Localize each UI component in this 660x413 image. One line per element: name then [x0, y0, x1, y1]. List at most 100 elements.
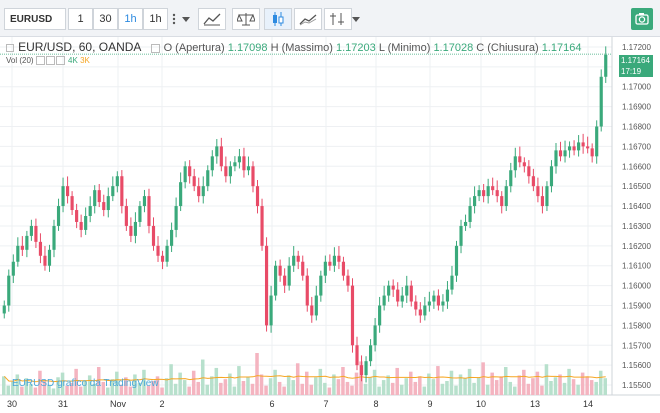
- y-tick-label: 1.16900: [622, 103, 651, 112]
- volume-bar: [485, 384, 490, 395]
- symbol-search-input[interactable]: EURUSD: [4, 8, 66, 30]
- volume-bar: [38, 370, 42, 395]
- volume-bar: [350, 385, 354, 395]
- candle-body: [450, 275, 454, 290]
- candle-body: [301, 261, 305, 276]
- settings-square-icon[interactable]: [150, 43, 160, 53]
- y-tick-label: 1.16300: [622, 222, 651, 231]
- y-tick-label: 1.17000: [622, 83, 651, 92]
- candle-body: [310, 305, 314, 316]
- volume-bar: [567, 368, 571, 395]
- volume-bar: [409, 371, 413, 395]
- volume-bar: [458, 374, 463, 395]
- candle-body: [473, 196, 477, 207]
- interval-1h-button[interactable]: 1h: [118, 8, 143, 30]
- candle-body: [414, 301, 418, 310]
- candle-body: [269, 295, 273, 326]
- candle-body: [509, 170, 513, 187]
- caret-down-icon[interactable]: [350, 8, 362, 30]
- volume-bar: [200, 359, 205, 395]
- volume-label: Vol (20): [6, 56, 34, 65]
- volume-bar: [467, 368, 472, 395]
- interval-30-button[interactable]: 30: [93, 8, 118, 30]
- candle-body: [595, 126, 599, 157]
- candle-body: [391, 285, 395, 290]
- volume-bar: [540, 385, 544, 395]
- y-tick-label: 1.16500: [622, 182, 651, 191]
- candle-body: [25, 235, 29, 250]
- volume-bar: [589, 380, 594, 395]
- volume-bar: [6, 385, 11, 395]
- caret-down-icon[interactable]: [180, 8, 192, 30]
- volume-bar: [418, 376, 422, 395]
- camera-icon[interactable]: [631, 8, 653, 30]
- y-tick-label: 1.15800: [622, 321, 651, 330]
- volume-bar: [314, 377, 318, 395]
- y-tick-label: 1.15700: [622, 341, 651, 350]
- candle-body: [20, 245, 24, 250]
- price-chart[interactable]: 1.172001.171001.170001.169001.168001.167…: [0, 37, 660, 413]
- candle-body: [373, 325, 377, 346]
- candle-body: [454, 245, 459, 276]
- volume-bar: [327, 387, 332, 395]
- volume-bar: [78, 386, 83, 395]
- legend-open-label: O (Apertura): [163, 42, 225, 54]
- volume-bar: [151, 381, 155, 395]
- candle-body: [283, 275, 287, 286]
- close-toggle-icon[interactable]: [55, 56, 65, 66]
- candle-body: [210, 156, 214, 171]
- candle-body: [133, 221, 137, 236]
- candlestick-icon[interactable]: [264, 8, 292, 30]
- volume-bar: [332, 374, 336, 395]
- candle-body: [233, 162, 237, 167]
- volume-bar: [305, 371, 309, 395]
- candle-body: [156, 245, 160, 256]
- volume-bar: [513, 386, 517, 395]
- volume-bar: [368, 377, 372, 395]
- volume-bar: [490, 372, 494, 395]
- legend-close-label: C (Chiusura): [476, 42, 539, 54]
- volume-bar: [15, 374, 20, 395]
- candle-style-icon[interactable]: [198, 8, 226, 30]
- legend-low-value: 1.17028: [433, 42, 474, 54]
- volume-bar: [246, 377, 250, 395]
- countdown-tag: 17:19: [619, 66, 653, 77]
- candle-body: [314, 295, 318, 316]
- scale-icon[interactable]: [232, 8, 260, 30]
- settings-toggle-icon[interactable]: [45, 56, 55, 66]
- more-vert-icon[interactable]: [168, 8, 180, 30]
- volume-bar: [404, 378, 409, 395]
- volume-bar: [115, 371, 119, 395]
- x-tick-label: 7: [323, 399, 328, 409]
- candle-body: [147, 196, 151, 226]
- candle-body: [115, 176, 119, 187]
- legend-high-label: H (Massimo): [270, 42, 333, 54]
- candle-body: [558, 150, 563, 157]
- volume-bar: [241, 381, 246, 395]
- tradingview-watermark[interactable]: EURUSD grafico da TradingView: [12, 378, 159, 389]
- volume-bar: [146, 385, 151, 395]
- volume-bar: [65, 385, 69, 395]
- volume-bar: [106, 387, 110, 395]
- volume-bar: [137, 382, 142, 395]
- candle-body: [319, 275, 323, 296]
- collapse-icon[interactable]: [6, 44, 14, 53]
- interval-1h-alt-button[interactable]: 1h: [143, 8, 168, 30]
- candle-body: [124, 206, 128, 226]
- volume-bar: [191, 370, 196, 395]
- candle-body: [581, 142, 585, 147]
- candle-body: [120, 176, 124, 207]
- volume-bar: [60, 372, 65, 395]
- eye-toggle-icon[interactable]: [35, 56, 45, 66]
- candle-body: [192, 176, 196, 187]
- candle-body: [260, 206, 264, 246]
- candle-body: [251, 166, 255, 187]
- volume-bar: [576, 384, 580, 395]
- y-tick-label: 1.16000: [622, 282, 651, 291]
- volume-bar: [427, 373, 431, 395]
- candle-body: [224, 166, 228, 177]
- candle-body: [183, 166, 187, 183]
- interval-1-button[interactable]: 1: [68, 8, 93, 30]
- indicators-icon[interactable]: [324, 8, 352, 30]
- line-chart-icon[interactable]: [294, 8, 322, 30]
